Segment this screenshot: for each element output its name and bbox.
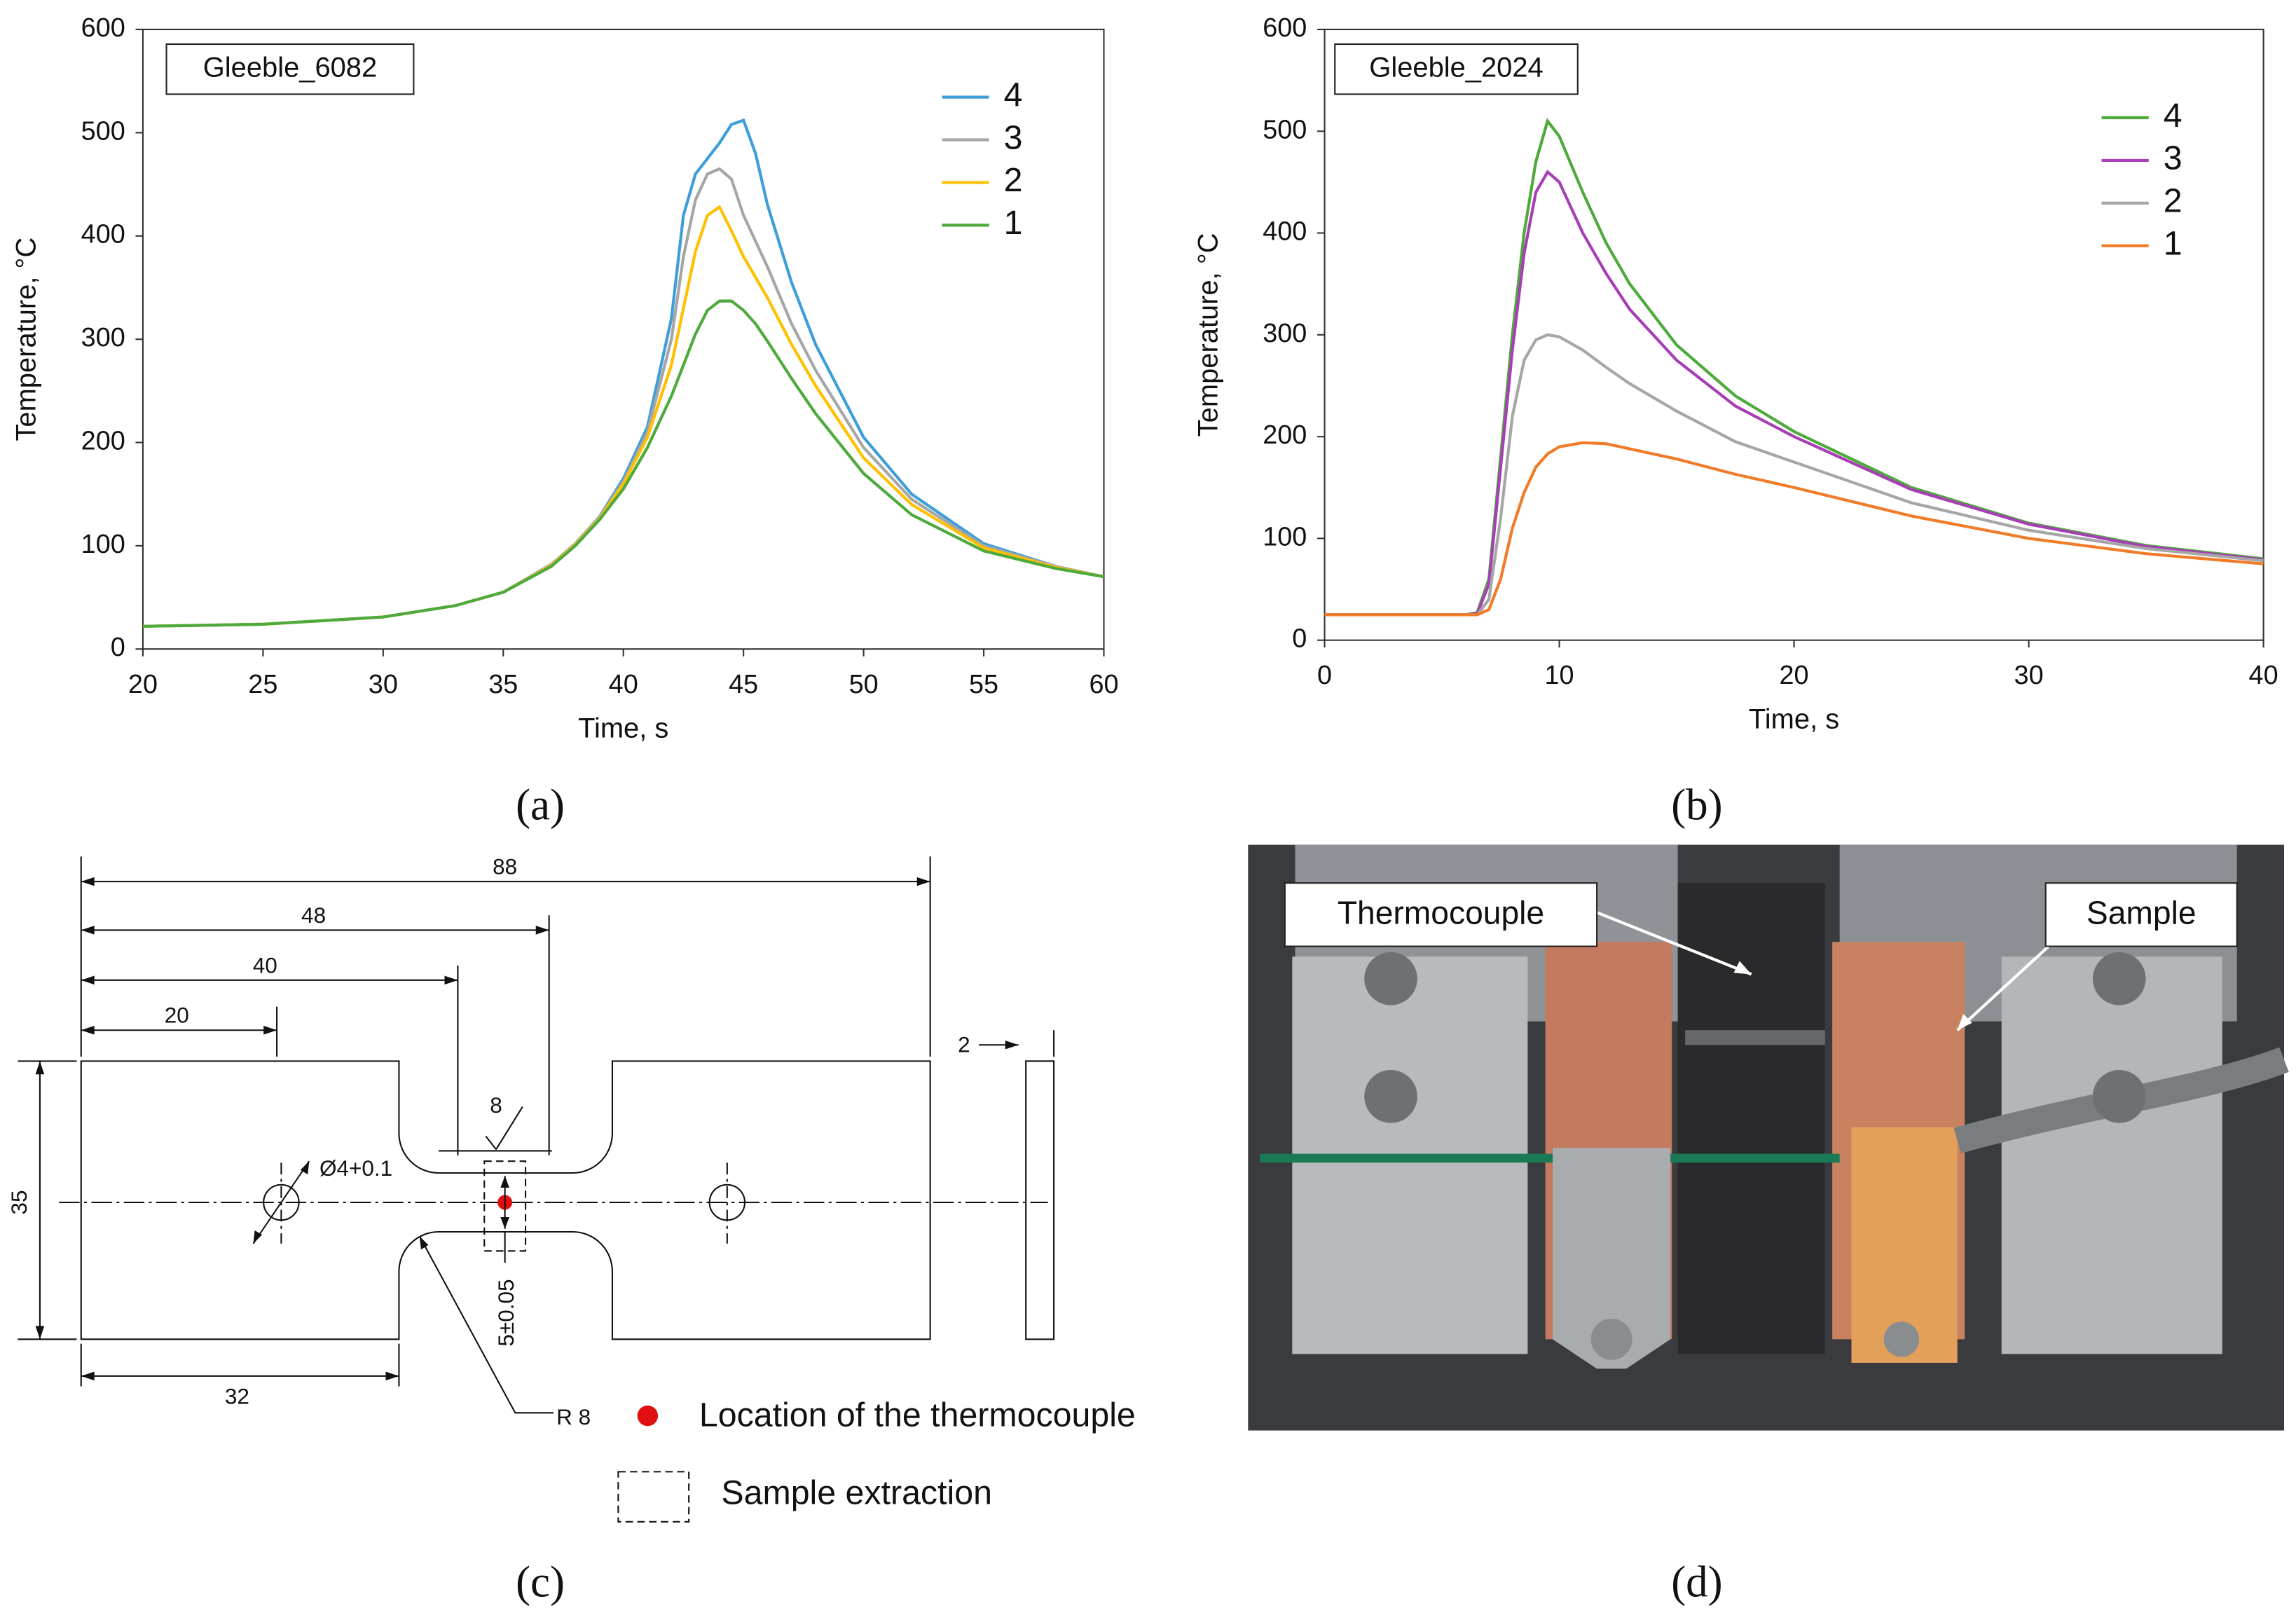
dimension-label: 48: [301, 902, 326, 928]
annotation: Gleeble_2024: [1369, 52, 1543, 83]
y-tick-label: 200: [81, 426, 125, 455]
dimension-label: 35: [6, 1190, 32, 1214]
annotation-box: [1334, 43, 1579, 95]
photo-label: Thermocouple: [1338, 895, 1544, 931]
panel-label: (d): [1671, 1558, 1722, 1607]
y-tick-label: 400: [81, 220, 125, 249]
legend-label: 3: [1004, 118, 1023, 156]
y-axis-title: Temperature, °C: [11, 238, 42, 441]
dimension-label: Ø4+0.1: [319, 1155, 392, 1181]
legend-label: 4: [2164, 97, 2182, 135]
line-chart: 0 100 200 300 400 500 600 0 10 20 30 40 Time, s Tempe…: [1192, 13, 2278, 735]
x-tick-label: 20: [1780, 661, 1809, 690]
legend-label: Location of the thermocouple: [699, 1396, 1136, 1434]
y-tick-label: 300: [81, 323, 125, 352]
annotation-box: [165, 43, 415, 95]
y-axis-title: Temperature, °C: [1192, 233, 1223, 437]
y-tick-label: 500: [1263, 115, 1307, 144]
x-tick-label: 45: [729, 670, 758, 699]
x-tick-label: 55: [969, 670, 998, 699]
y-tick-label: 600: [81, 13, 125, 43]
dimension-label: 88: [493, 854, 517, 879]
legend-label: 1: [2164, 225, 2182, 263]
x-tick-label: 50: [849, 670, 879, 699]
dimension-lines: [18, 856, 1055, 1414]
dimension-label: 40: [253, 952, 277, 977]
legend-label: 3: [2164, 139, 2182, 177]
photo-label: Sample: [2087, 895, 2197, 931]
y-tick-label: 600: [1263, 13, 1307, 43]
series-line: [1324, 333, 2264, 617]
dimension-arrows: [35, 877, 1019, 1381]
extraction-box: [483, 1160, 527, 1252]
panel-label: (b): [1671, 781, 1722, 830]
y-tick-label: 100: [81, 530, 125, 559]
y-tick-label: 500: [81, 116, 125, 146]
legend-box: [617, 1471, 690, 1523]
y-tick-label: 100: [1263, 522, 1307, 551]
panel-label: (a): [516, 781, 565, 830]
x-tick-label: 30: [2014, 661, 2044, 690]
dimension-label: 8: [490, 1092, 502, 1118]
series-line: [142, 205, 1104, 628]
y-tick-label: 200: [1263, 420, 1307, 450]
dimension-label: 2: [958, 1032, 970, 1057]
x-axis-title: Time, s: [1749, 704, 1839, 735]
legend-dot: [637, 1405, 659, 1427]
x-tick-label: 40: [2249, 661, 2278, 690]
x-tick-label: 25: [248, 670, 277, 699]
side-view: [1025, 1060, 1055, 1340]
series-line: [1324, 170, 2264, 617]
legend-label: 2: [2164, 182, 2182, 220]
x-axis-title: Time, s: [578, 713, 668, 743]
x-tick-label: 10: [1545, 661, 1574, 690]
legend-label: 4: [1004, 76, 1023, 114]
x-tick-label: 35: [488, 670, 518, 699]
dimension-label: 5±0.05: [493, 1279, 518, 1346]
x-tick-label: 40: [609, 670, 638, 699]
dimension-label: R 8: [556, 1404, 591, 1429]
dimension-label: 20: [165, 1003, 189, 1028]
x-tick-label: 30: [369, 670, 398, 699]
annotation: Gleeble_6082: [203, 52, 377, 83]
legend-label: Sample extraction: [721, 1474, 992, 1512]
legend-label: 1: [1004, 204, 1023, 242]
x-tick-label: 60: [1089, 670, 1118, 699]
series-line: [142, 118, 1104, 628]
plot-frame: [142, 28, 1105, 650]
dimension-label: 32: [225, 1384, 249, 1409]
photo: Thermocouple Sample: [1248, 844, 2289, 1431]
y-tick-label: 0: [111, 633, 125, 662]
specimen-drawing: 88 48 40 20 2 35 8 Ø4+0.1 5±0.05 32 R 8 …: [6, 854, 1136, 1523]
plate-outline: [80, 1060, 931, 1340]
line-chart: 0 100 200 300 400 500 600 20 25 30 35 40 45 50 55 60 Tim…: [11, 13, 1119, 743]
legend-label: 2: [1004, 161, 1023, 199]
series-line: [142, 299, 1104, 628]
series-line: [142, 167, 1104, 628]
panel-label: (c): [516, 1558, 565, 1607]
y-tick-label: 0: [1292, 624, 1307, 654]
plot-frame: [1324, 28, 2264, 641]
series-line: [1324, 441, 2264, 617]
x-tick-label: 20: [128, 670, 158, 699]
y-tick-label: 300: [1263, 319, 1307, 348]
x-tick-label: 0: [1317, 661, 1332, 690]
y-tick-label: 400: [1263, 217, 1307, 247]
